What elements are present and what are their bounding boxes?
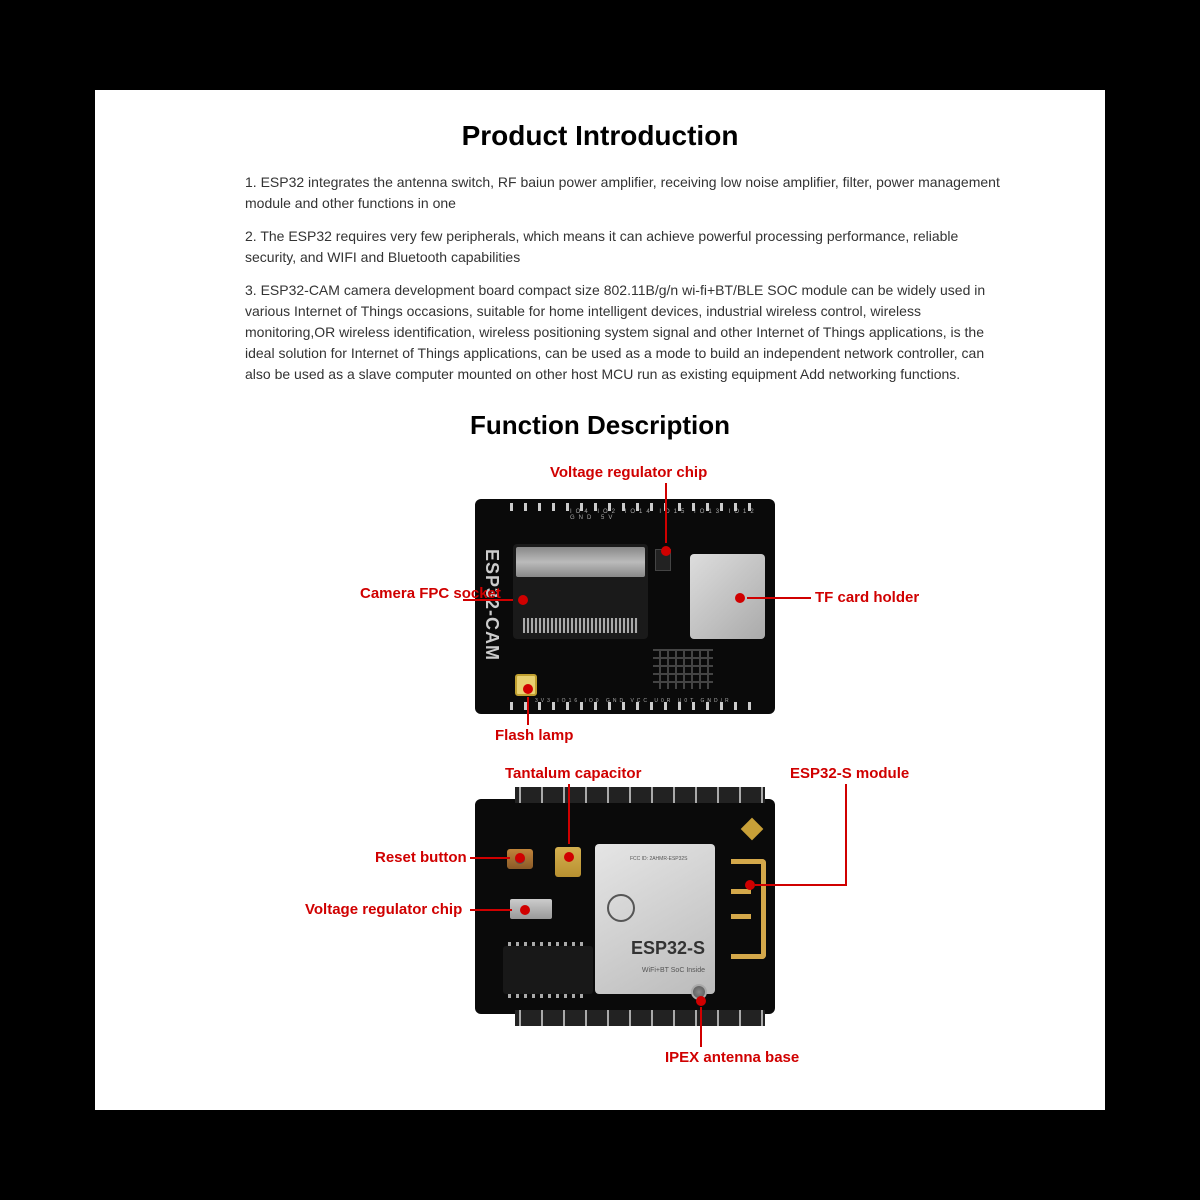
line-tf-holder [747,597,811,599]
voltage-regulator-bottom [510,899,552,919]
module-name-label: ESP32-S [631,938,705,959]
callout-esp32s: ESP32-S module [790,765,909,782]
callout-reset: Reset button [375,849,467,866]
line-vreg-top [665,483,667,543]
dot-tf-holder [735,593,745,603]
dot-reset [515,853,525,863]
dot-vreg-bottom [520,905,530,915]
intro-item-2: 2. The ESP32 requires very few periphera… [245,226,1005,268]
via-diamond [741,818,764,841]
callout-flash-lamp: Flash lamp [495,727,573,744]
espressif-logo-icon [607,894,635,922]
callout-ipex: IPEX antenna base [665,1049,799,1066]
callout-tantalum: Tantalum capacitor [505,765,641,782]
pcb-antenna-trace [725,849,767,959]
board-top-view: ESP32-CAM IO4 IO2 IO14 IO15 IO13 IO12 GN… [475,499,775,714]
document-page: Product Introduction 1. ESP32 integrates… [95,90,1105,1110]
diagram-area: ESP32-CAM IO4 IO2 IO14 IO15 IO13 IO12 GN… [135,459,1065,1099]
module-fcc-label: FCC ID: 2AHMR-ESP32S [630,856,688,863]
dot-flash-lamp [523,684,533,694]
line-ipex [700,1007,702,1047]
pin-strip-top [515,787,765,803]
pin-row-upper [510,503,760,511]
line-reset [470,857,510,859]
smd-ic-block [503,946,593,994]
esp32s-shield: FCC ID: 2AHMR-ESP32S ESP32-S WiFi+BT SoC… [595,844,715,994]
dot-camera-fpc [518,595,528,605]
line-camera-fpc [463,599,513,601]
dot-ipex [696,996,706,1006]
pin-strip-bottom [515,1010,765,1026]
camera-fpc-socket [513,544,648,639]
intro-item-3: 3. ESP32-CAM camera development board co… [245,280,1005,385]
via-dots [653,649,713,689]
dot-esp32s [745,880,755,890]
callout-vreg-bottom: Voltage regulator chip [305,901,462,918]
sub-title: Function Description [135,410,1065,441]
board-name-label: ESP32-CAM [481,549,502,661]
line-tantalum [568,784,570,844]
pin-labels-lower: 3V3 IO16 IO0 GND VCC U0R U0T GND/R [535,698,732,704]
callout-camera-fpc: Camera FPC socket [360,584,460,604]
main-title: Product Introduction [135,120,1065,152]
callout-vreg-top: Voltage regulator chip [550,464,707,481]
line-esp32s-h [755,884,847,886]
line-flash-lamp [527,697,529,725]
callout-tf-holder: TF card holder [815,589,919,606]
module-sub-label: WiFi+BT SoC Inside [642,967,705,974]
intro-list: 1. ESP32 integrates the antenna switch, … [245,172,1005,385]
line-vreg-bottom [470,909,512,911]
dot-tantalum [564,852,574,862]
line-esp32s-v [845,784,847,884]
intro-item-1: 1. ESP32 integrates the antenna switch, … [245,172,1005,214]
dot-vreg-top [661,546,671,556]
